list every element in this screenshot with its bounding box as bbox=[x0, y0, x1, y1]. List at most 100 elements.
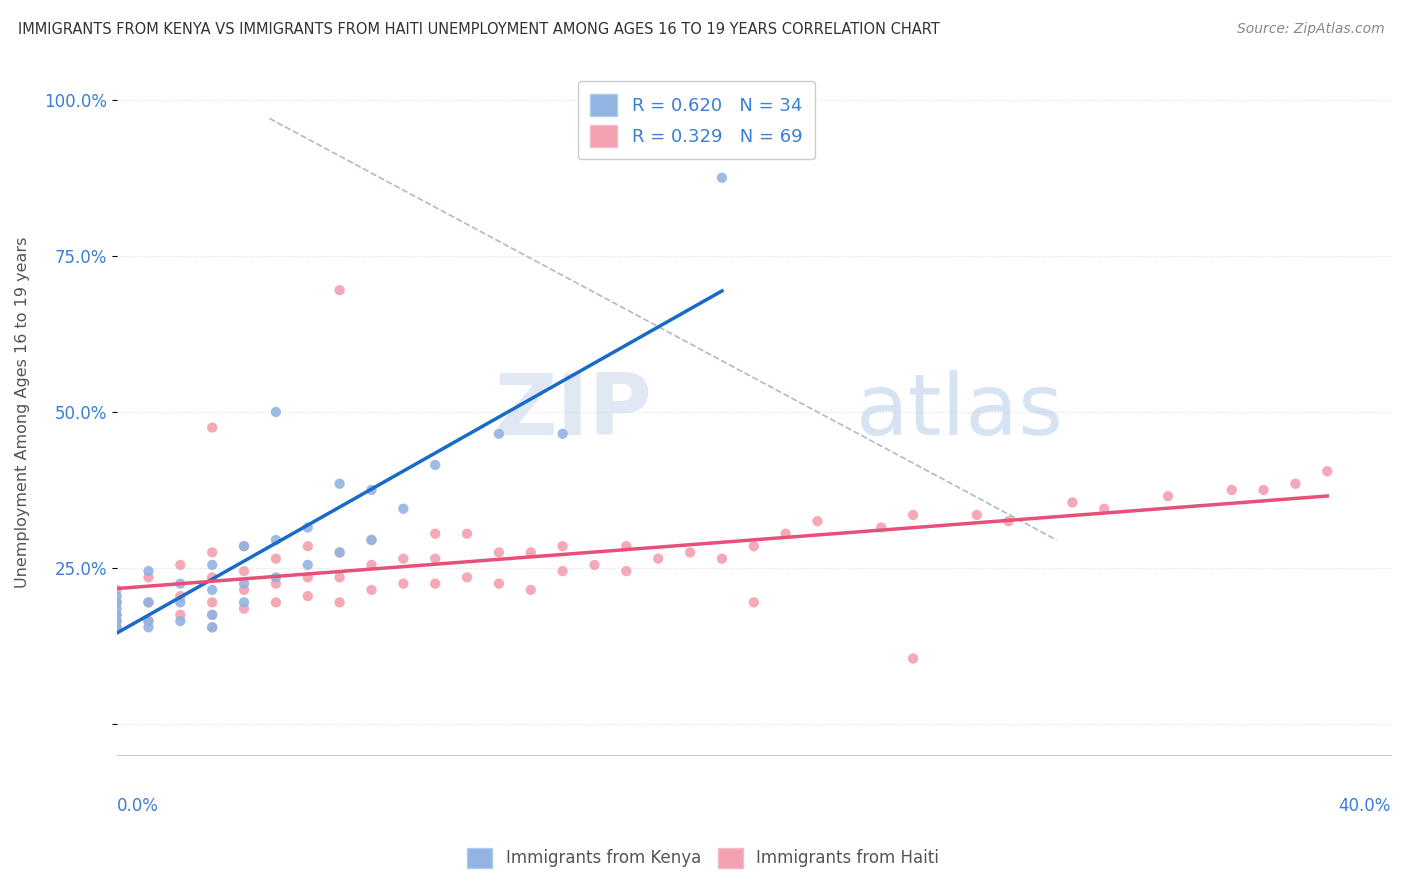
Text: ZIP: ZIP bbox=[494, 370, 652, 453]
Point bbox=[520, 582, 543, 597]
Point bbox=[806, 514, 828, 528]
Point bbox=[105, 595, 128, 609]
Point bbox=[551, 564, 574, 578]
Point bbox=[647, 551, 669, 566]
Point bbox=[710, 551, 733, 566]
Point bbox=[264, 533, 287, 547]
Point bbox=[201, 558, 224, 572]
Point bbox=[233, 576, 256, 591]
Point bbox=[105, 582, 128, 597]
Point bbox=[169, 576, 191, 591]
Point bbox=[488, 545, 510, 559]
Point bbox=[425, 576, 447, 591]
Point bbox=[392, 501, 415, 516]
Point bbox=[264, 570, 287, 584]
Point bbox=[169, 614, 191, 628]
Point bbox=[233, 539, 256, 553]
Point bbox=[329, 595, 352, 609]
Point bbox=[1092, 501, 1115, 516]
Point bbox=[233, 601, 256, 615]
Point bbox=[360, 533, 382, 547]
Point bbox=[297, 539, 319, 553]
Point bbox=[138, 614, 160, 628]
Point bbox=[425, 458, 447, 472]
Point bbox=[1253, 483, 1275, 497]
Point bbox=[297, 570, 319, 584]
Point bbox=[105, 589, 128, 603]
Point bbox=[105, 614, 128, 628]
Point bbox=[901, 508, 924, 522]
Point bbox=[105, 601, 128, 615]
Point bbox=[425, 526, 447, 541]
Point bbox=[614, 564, 637, 578]
Point bbox=[775, 526, 797, 541]
Point bbox=[201, 570, 224, 584]
Point bbox=[614, 539, 637, 553]
Point bbox=[425, 551, 447, 566]
Point bbox=[329, 476, 352, 491]
Point bbox=[201, 420, 224, 434]
Point bbox=[329, 283, 352, 297]
Point bbox=[679, 545, 702, 559]
Point bbox=[201, 595, 224, 609]
Point bbox=[233, 595, 256, 609]
Point bbox=[360, 533, 382, 547]
Point bbox=[264, 595, 287, 609]
Point bbox=[456, 570, 478, 584]
Point bbox=[360, 558, 382, 572]
Legend: R = 0.620   N = 34, R = 0.329   N = 69: R = 0.620 N = 34, R = 0.329 N = 69 bbox=[578, 81, 815, 160]
Point bbox=[105, 607, 128, 622]
Point bbox=[742, 539, 765, 553]
Point bbox=[1220, 483, 1243, 497]
Text: IMMIGRANTS FROM KENYA VS IMMIGRANTS FROM HAITI UNEMPLOYMENT AMONG AGES 16 TO 19 : IMMIGRANTS FROM KENYA VS IMMIGRANTS FROM… bbox=[18, 22, 941, 37]
Text: 0.0%: 0.0% bbox=[117, 797, 159, 814]
Point bbox=[105, 614, 128, 628]
Point bbox=[138, 620, 160, 634]
Point bbox=[233, 582, 256, 597]
Point bbox=[966, 508, 988, 522]
Point bbox=[1284, 476, 1306, 491]
Point bbox=[138, 595, 160, 609]
Point bbox=[520, 545, 543, 559]
Point bbox=[138, 614, 160, 628]
Point bbox=[264, 576, 287, 591]
Point bbox=[456, 526, 478, 541]
Text: Source: ZipAtlas.com: Source: ZipAtlas.com bbox=[1237, 22, 1385, 37]
Point bbox=[169, 558, 191, 572]
Point bbox=[997, 514, 1019, 528]
Point bbox=[201, 607, 224, 622]
Point bbox=[742, 595, 765, 609]
Point bbox=[138, 564, 160, 578]
Point bbox=[392, 576, 415, 591]
Point bbox=[488, 576, 510, 591]
Text: atlas: atlas bbox=[856, 370, 1064, 453]
Legend: Immigrants from Kenya, Immigrants from Haiti: Immigrants from Kenya, Immigrants from H… bbox=[461, 841, 945, 875]
Point bbox=[233, 564, 256, 578]
Point bbox=[360, 582, 382, 597]
Point bbox=[201, 582, 224, 597]
Point bbox=[297, 558, 319, 572]
Point bbox=[201, 620, 224, 634]
Point bbox=[297, 589, 319, 603]
Point bbox=[201, 620, 224, 634]
Point bbox=[264, 405, 287, 419]
Point bbox=[169, 589, 191, 603]
Point bbox=[201, 545, 224, 559]
Point bbox=[201, 607, 224, 622]
Point bbox=[105, 620, 128, 634]
Point bbox=[901, 651, 924, 665]
Point bbox=[329, 545, 352, 559]
Point bbox=[169, 607, 191, 622]
Point bbox=[1316, 464, 1339, 478]
Point bbox=[551, 539, 574, 553]
Point bbox=[488, 426, 510, 441]
Point bbox=[105, 620, 128, 634]
Point bbox=[583, 558, 606, 572]
Point bbox=[360, 483, 382, 497]
Point bbox=[169, 595, 191, 609]
Point bbox=[551, 426, 574, 441]
Point bbox=[329, 570, 352, 584]
Point bbox=[233, 539, 256, 553]
Point bbox=[1157, 489, 1180, 503]
Point bbox=[392, 551, 415, 566]
